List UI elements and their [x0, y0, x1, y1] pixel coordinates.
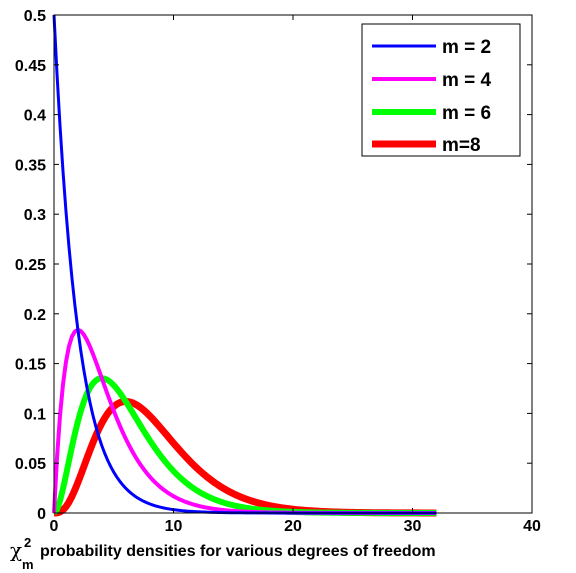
y-tick-label-0.25: 0.25	[15, 257, 46, 274]
y-tick-label-0.15: 0.15	[15, 357, 46, 374]
x-axis-label-superscript: 2	[24, 535, 31, 550]
y-tick-label-0.45: 0.45	[15, 58, 46, 75]
x-tick-label-40: 40	[523, 518, 541, 535]
y-tick-label-0.2: 0.2	[24, 307, 46, 324]
x-axis-label: χ 2 m probability densities for various …	[10, 535, 436, 572]
y-tick-label-0.05: 0.05	[15, 456, 46, 473]
y-tick-label-0.35: 0.35	[15, 157, 46, 174]
series-line-m6	[51, 375, 437, 516]
legend: m = 2 m = 4 m = 6 m=8	[361, 23, 521, 157]
y-tick-label-0.4: 0.4	[24, 108, 46, 125]
y-tick-label-0: 0	[37, 506, 46, 523]
x-tick-label-10: 10	[165, 518, 183, 535]
legend-label-m4: m = 4	[442, 70, 492, 91]
series-line-m8	[53, 397, 437, 517]
legend-label-m6: m = 6	[442, 103, 491, 124]
x-axis-label-subscript: m	[22, 557, 34, 572]
y-tick-label-0.5: 0.5	[24, 8, 46, 25]
y-tick-label-0.1: 0.1	[24, 406, 46, 423]
axis-tick-labels: 0 10 20 30 40 0 0.05 0.1 0.15 0.2 0.25 0.3 0.35 0.4 0.…	[15, 8, 541, 535]
x-axis-label-symbol: χ	[10, 538, 22, 562]
legend-label-m2: m = 2	[442, 37, 491, 58]
legend-box	[361, 23, 521, 157]
x-tick-label-0: 0	[50, 518, 59, 535]
legend-label-m8: m=8	[442, 135, 481, 156]
series-line-m4	[52, 327, 437, 515]
x-tick-label-30: 30	[404, 518, 422, 535]
y-tick-label-0.3: 0.3	[24, 207, 46, 224]
x-axis-label-text: probability densities for various degree…	[40, 543, 436, 560]
x-tick-label-20: 20	[284, 518, 302, 535]
axis-ticks	[53, 14, 533, 514]
